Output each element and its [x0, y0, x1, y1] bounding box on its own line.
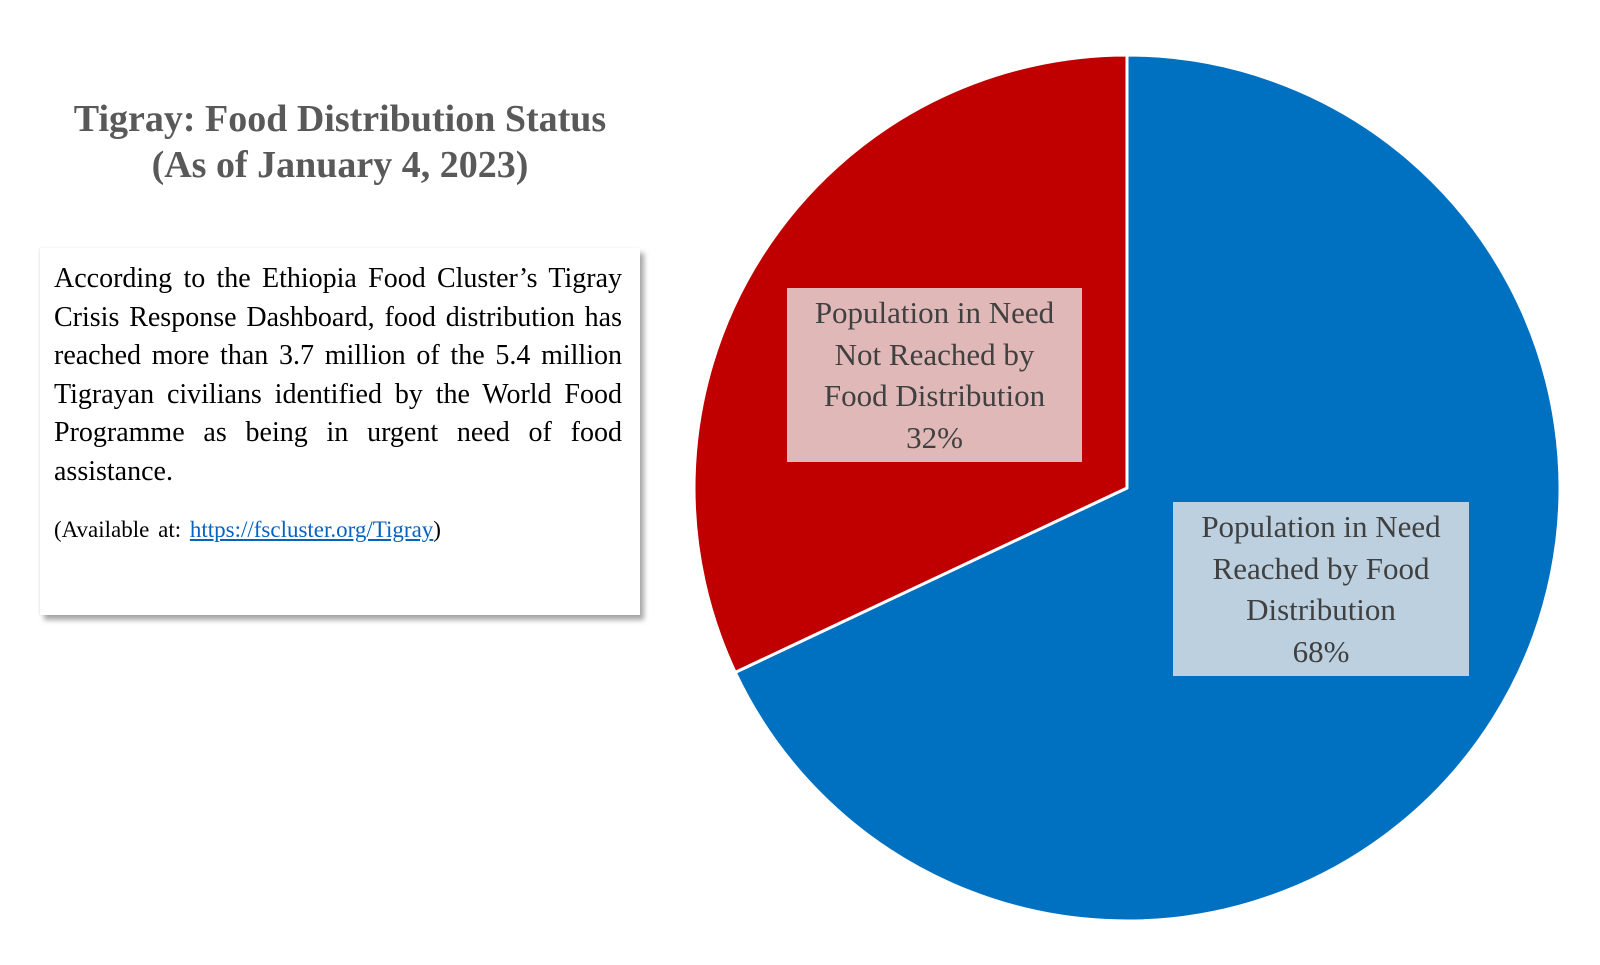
- chart-title-line-2: (As of January 4, 2023): [151, 144, 529, 186]
- info-text-box: According to the Ethiopia Food Cluster’s…: [40, 248, 640, 615]
- source-prefix: (Available at:: [54, 517, 190, 542]
- slice-label-not-reached-line-1: Population in Need: [814, 295, 1055, 330]
- slice-label-not-reached-percent: 32%: [906, 419, 963, 455]
- pie-slice-reached: [733, 53, 1562, 923]
- slice-label-reached-line-3: Distribution: [1246, 592, 1396, 627]
- source-link[interactable]: https://fscluster.org/Tigray: [189, 517, 434, 542]
- slice-label-reached-percent: 68%: [1292, 633, 1350, 669]
- chart-title-line-1: Tigray: Food Distribution Status: [73, 98, 607, 140]
- slice-label-reached-line-1: Population in Need: [1201, 509, 1441, 544]
- slice-label-reached-line-2: Reached by Food: [1212, 550, 1430, 586]
- info-paragraph: According to the Ethiopia Food Cluster’s…: [54, 263, 622, 487]
- source-suffix: ): [433, 517, 441, 542]
- slice-label-not-reached-line-2: Not Reached by: [834, 336, 1035, 372]
- source-line: (Available at: https://fscluster.org/Tig…: [54, 517, 622, 543]
- slice-label-not-reached: Population in Need Not Reached by Food D…: [787, 288, 1082, 462]
- chart-title: Tigray: Food Distribution Status (As of …: [20, 96, 660, 188]
- slice-label-not-reached-line-3: Food Distribution: [823, 378, 1046, 413]
- slice-label-reached: Population in Need Reached by Food Distr…: [1173, 502, 1469, 676]
